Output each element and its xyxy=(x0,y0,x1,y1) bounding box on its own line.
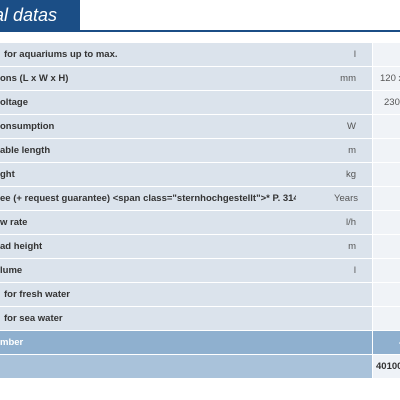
spec-label: ons (L x W x H) xyxy=(0,73,69,84)
spec-value-cell: 4 xyxy=(373,331,400,354)
spec-label-cell: ad height xyxy=(0,235,296,258)
spec-unit-cell xyxy=(296,331,372,354)
spec-label-cell: mber xyxy=(0,331,296,354)
spec-row-article-number: 40100 xyxy=(0,355,400,378)
spec-label: onsumption xyxy=(0,121,55,132)
section-title: al datas xyxy=(0,5,58,25)
spec-value: 230 xyxy=(384,97,400,108)
spec-label-cell: able length xyxy=(0,139,296,162)
spec-label: ad height xyxy=(0,241,43,252)
spec-unit-cell: l xyxy=(296,259,372,282)
spec-row-sea-water: for sea water xyxy=(0,307,400,330)
spec-label: lume xyxy=(0,265,23,276)
spec-row-voltage: oltage 230 xyxy=(0,91,400,114)
spec-label: able length xyxy=(0,145,51,156)
section-title-tab: al datas xyxy=(0,0,80,30)
spec-unit: kg xyxy=(345,169,356,180)
spec-label-cell: ght xyxy=(0,163,296,186)
spec-unit: l/h xyxy=(345,217,356,228)
spec-unit-cell: mm xyxy=(296,67,372,90)
spec-unit: Years xyxy=(334,193,358,204)
spec-unit-cell: kg xyxy=(296,163,372,186)
spec-unit-cell xyxy=(296,355,372,378)
spec-label-cell: lume xyxy=(0,259,296,282)
spec-row-dimensions: ons (L x W x H) mm 120 x xyxy=(0,67,400,90)
spec-unit-cell: W xyxy=(296,115,372,138)
spec-value-cell: 230 xyxy=(373,91,400,114)
spec-value-cell xyxy=(373,235,400,258)
spec-label: oltage xyxy=(0,97,28,108)
spec-unit-cell: l/h xyxy=(296,211,372,234)
spec-value-cell xyxy=(373,211,400,234)
spec-value: 40100 xyxy=(376,361,400,372)
spec-label-cell: w rate xyxy=(0,211,296,234)
spec-label-cell: for sea water xyxy=(0,307,296,330)
spec-unit-cell xyxy=(296,91,372,114)
spec-row-aquarium-volume: for aquariums up to max. l xyxy=(0,43,400,66)
spec-unit: m xyxy=(348,241,356,252)
spec-row-cable-length: able length m xyxy=(0,139,400,162)
spec-label-cell xyxy=(0,355,296,378)
spec-row-flow-rate: w rate l/h xyxy=(0,211,400,234)
spec-value-cell xyxy=(373,187,400,210)
spec-row-number: mber 4 xyxy=(0,331,400,354)
spec-value-cell xyxy=(373,283,400,306)
spec-label-cell: ons (L x W x H) xyxy=(0,67,296,90)
spec-unit-cell xyxy=(296,283,372,306)
spec-row-weight: ght kg xyxy=(0,163,400,186)
spec-label: for sea water xyxy=(4,313,63,324)
spec-value-cell xyxy=(373,307,400,330)
spec-unit: m xyxy=(348,145,356,156)
spec-value: 120 x xyxy=(380,73,400,84)
spec-value-cell xyxy=(373,139,400,162)
spec-unit: mm xyxy=(340,73,356,84)
spec-label: ght xyxy=(0,169,15,180)
spec-row-fresh-water: for fresh water xyxy=(0,283,400,306)
spec-value-cell xyxy=(373,115,400,138)
spec-label: for aquariums up to max. xyxy=(4,49,118,60)
spec-unit-cell xyxy=(296,307,372,330)
spec-row-head-height: ad height m xyxy=(0,235,400,258)
spec-value-cell xyxy=(373,43,400,66)
spec-row-guarantee: ee (+ request guarantee) <span class="st… xyxy=(0,187,400,210)
spec-label-cell: oltage xyxy=(0,91,296,114)
spec-unit: l xyxy=(353,49,356,60)
spec-label: for fresh water xyxy=(4,289,70,300)
spec-label-cell: ee (+ request guarantee) <span class="st… xyxy=(0,187,296,210)
spec-value-cell xyxy=(373,259,400,282)
spec-row-volume: lume l xyxy=(0,259,400,282)
spec-label: ee (+ request guarantee) <span class="st… xyxy=(0,193,296,204)
spec-unit: l xyxy=(353,265,356,276)
spec-value-cell: 40100 xyxy=(373,355,400,378)
spec-unit-cell: l xyxy=(296,43,372,66)
spec-label-cell: for fresh water xyxy=(0,283,296,306)
spec-table: for aquariums up to max. l ons (L x W x … xyxy=(0,43,400,379)
spec-value-cell: 120 x xyxy=(373,67,400,90)
spec-unit-cell: m xyxy=(296,139,372,162)
spec-unit: W xyxy=(347,121,356,132)
spec-unit-cell: Years xyxy=(296,187,372,210)
spec-label-cell: for aquariums up to max. xyxy=(0,43,296,66)
spec-label-cell: onsumption xyxy=(0,115,296,138)
spec-row-power-consumption: onsumption W xyxy=(0,115,400,138)
spec-label: w rate xyxy=(0,217,28,228)
spec-unit-cell: m xyxy=(296,235,372,258)
spec-label: mber xyxy=(0,337,24,348)
section-title-underline xyxy=(0,30,400,32)
spec-value-cell xyxy=(373,163,400,186)
